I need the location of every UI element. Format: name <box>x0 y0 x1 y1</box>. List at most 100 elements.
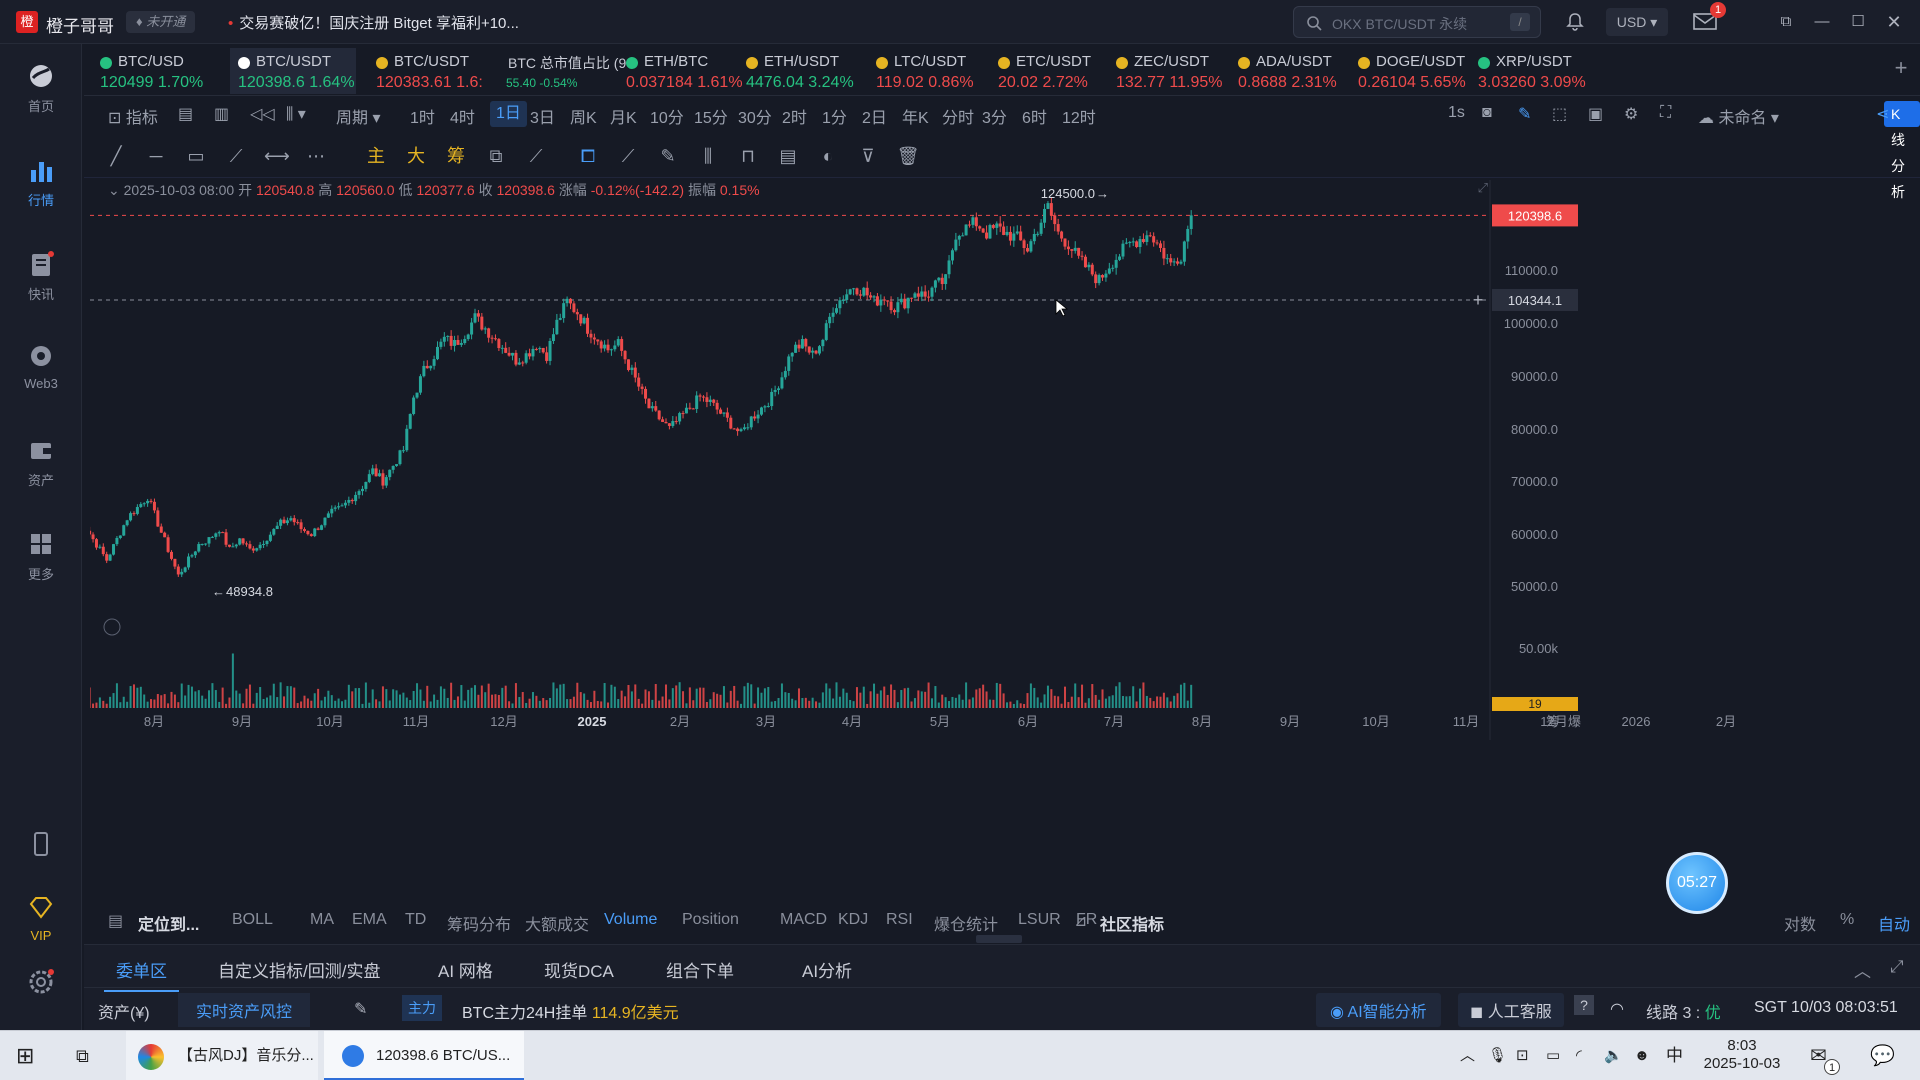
ticker-tab[interactable]: BTC 总市值占比 (9 55.40 -0.54% <box>498 48 626 94</box>
action-center-icon[interactable]: 💬 <box>1870 1045 1895 1067</box>
sidebar-item-news[interactable]: 快讯 <box>0 250 82 303</box>
ray-tool-icon[interactable]: ⟋ <box>229 146 243 166</box>
seconds-button[interactable]: 1s <box>1448 104 1465 121</box>
signal-tool-icon[interactable]: ⟋ <box>529 146 543 166</box>
task-view-icon[interactable]: ⧉ <box>76 1046 89 1066</box>
expand-icon[interactable]: ⛶ <box>1660 104 1672 121</box>
account-status-badge[interactable]: ♦ 未开通 <box>126 11 196 33</box>
period-select[interactable]: 周期 ▾ <box>336 110 381 127</box>
sub-indicator[interactable]: MACD <box>780 911 828 928</box>
lock-tool-icon[interactable]: ⊓ <box>740 146 756 166</box>
sub-indicator[interactable]: LSUR <box>1018 911 1061 928</box>
calendar-icon[interactable]: ▤ <box>178 106 194 123</box>
battery-icon[interactable]: ▭ <box>1546 1047 1561 1064</box>
panel-tab[interactable]: AI分析 <box>802 962 853 981</box>
overlay-indicator[interactable]: 大额成交 <box>525 917 590 934</box>
interval-7[interactable]: 15分 <box>694 110 728 127</box>
interval-14[interactable]: 3分 <box>982 110 1007 127</box>
currency-select[interactable]: USD ▾ <box>1606 8 1668 36</box>
popout-icon[interactable]: ⧉ <box>1780 13 1792 30</box>
indicator-button[interactable]: ⊡ 指标 <box>108 110 158 127</box>
ime-indicator[interactable]: 中 <box>1666 1046 1683 1065</box>
minimize-icon[interactable]: — <box>1814 13 1830 30</box>
interval-10[interactable]: 1分 <box>822 110 847 127</box>
countdown-timer[interactable]: 05:27 <box>1666 852 1728 914</box>
maximize-icon[interactable]: ☐ <box>1851 13 1865 30</box>
customer-service-button[interactable]: ◼ 人工客服 <box>1458 993 1564 1027</box>
layout-icon[interactable]: ▥ <box>214 106 230 123</box>
taskbar-clock[interactable]: 8:03 2025-10-03 <box>1703 1037 1781 1072</box>
interval-15[interactable]: 6时 <box>1022 110 1047 127</box>
ticker-tab[interactable]: LTC/USDT 119.02 0.86% <box>868 48 980 94</box>
measure-tool-icon[interactable]: ⟷ <box>264 146 290 166</box>
kline-analysis-button[interactable]: K线分析 <box>1884 101 1920 200</box>
scale-option[interactable]: 对数 <box>1784 917 1817 934</box>
sub-indicator[interactable]: RSI <box>886 911 913 928</box>
locate-button[interactable]: 定位到... <box>138 917 200 934</box>
sidebar-item-market[interactable]: 行情 <box>0 156 82 209</box>
promo-marquee[interactable]: 交易赛破亿！国庆注册 Bitget 享福利+10... <box>228 12 519 33</box>
panel-tab[interactable]: 现货DCA <box>544 962 614 981</box>
camera-icon[interactable]: ◙ <box>1482 104 1492 121</box>
share-icon[interactable]: ⋖ <box>1876 106 1890 123</box>
ticker-tab[interactable]: ADA/USDT 0.8688 2.31% <box>1230 48 1342 94</box>
wifi-icon[interactable]: ◜ <box>1576 1047 1582 1064</box>
ticker-tab[interactable]: ETC/USDT 20.02 2.72% <box>990 48 1100 94</box>
interval-2[interactable]: 1日 <box>490 101 527 127</box>
pen-icon[interactable]: ✎ <box>1518 106 1532 123</box>
panel-tab[interactable]: 委单区 <box>104 957 179 992</box>
rectangle-tool-icon[interactable]: ▭ <box>187 146 205 166</box>
panel-expand-icon[interactable]: ⤢ <box>1890 957 1904 976</box>
network-adapter-icon[interactable]: ⊡ <box>1516 1047 1529 1064</box>
interval-4[interactable]: 周K <box>570 110 597 127</box>
notification-mute-icon[interactable]: ✉ 1 <box>1810 1031 1840 1080</box>
close-icon[interactable]: ✕ <box>1886 12 1902 32</box>
replay-icon[interactable]: ◁◁ <box>250 106 275 123</box>
ai-analysis-button[interactable]: ◉ AI智能分析 <box>1316 993 1441 1027</box>
bell-icon[interactable] <box>1562 8 1588 36</box>
more-tools-icon[interactable]: ⋯ <box>307 146 325 166</box>
interval-6[interactable]: 10分 <box>650 110 684 127</box>
copy-tool-icon[interactable]: ⧠ <box>580 146 596 166</box>
ticker-tab[interactable]: BTC/USDT 120398.6 1.64% <box>230 48 356 94</box>
chart-settings-icon[interactable]: ⚙ <box>1624 106 1639 123</box>
panel-drag-handle[interactable] <box>976 935 1022 943</box>
sidebar-item-home[interactable]: 首页 <box>0 62 82 115</box>
overlay-indicator[interactable]: 筹码分布 <box>447 917 512 934</box>
main-chart-toggle[interactable]: 主 <box>367 146 385 166</box>
brush-tool-icon[interactable]: ✎ <box>660 146 676 166</box>
mic-icon[interactable]: 🎙 <box>1488 1047 1508 1064</box>
sub-indicator[interactable]: KDJ <box>838 911 869 928</box>
ticker-tab[interactable]: DOGE/USDT 0.26104 5.65% <box>1350 48 1466 94</box>
filter-tool-icon[interactable]: ⊽ <box>861 146 875 166</box>
interval-11[interactable]: 2日 <box>862 110 887 127</box>
sidebar-item-web3[interactable]: Web3 <box>0 342 82 391</box>
community-indicator-icon[interactable]: ⊿ <box>1074 913 1088 930</box>
sub-indicator[interactable]: FR <box>1076 911 1098 928</box>
large-order-toggle[interactable]: 大 <box>407 146 425 166</box>
interval-5[interactable]: 月K <box>610 110 637 127</box>
sidebar-item-settings[interactable] <box>0 968 82 1002</box>
windows-start-icon[interactable]: ⊞ <box>16 1043 35 1068</box>
fullscreen-window-icon[interactable]: ⬚ <box>1552 106 1568 123</box>
community-indicator-button[interactable]: 社区指标 <box>1100 917 1165 934</box>
interval-13[interactable]: 分时 <box>942 110 975 127</box>
overlay-indicator[interactable]: TD <box>405 911 427 928</box>
volume-icon[interactable]: 🔈 <box>1604 1047 1623 1064</box>
help-icon[interactable]: ? <box>1574 995 1594 1015</box>
sidebar-item-vip[interactable]: VIP <box>0 894 82 943</box>
overlay-indicator[interactable]: EMA <box>352 911 387 928</box>
ticker-tab[interactable]: BTC/USD 120499 1.70% <box>92 48 220 94</box>
trendline-tool-icon[interactable]: ╱ <box>110 146 122 166</box>
sidebar-item-assets[interactable]: 资产 <box>0 436 82 489</box>
price-chart[interactable]: ⌄ 2025-10-03 08:00 开 120540.8 高 120560.0… <box>90 180 1920 880</box>
scale-option[interactable]: % <box>1840 911 1855 928</box>
ruler-tool-icon[interactable]: ⟋ <box>621 146 635 166</box>
horizontal-line-tool-icon[interactable]: ─ <box>149 146 163 166</box>
taskbar-app-music[interactable]: 【古风DJ】音乐分... <box>126 1031 318 1080</box>
ticker-tab[interactable]: XRP/USDT 3.03260 3.09% <box>1470 48 1586 94</box>
sub-indicator[interactable]: 爆仓统计 <box>934 917 999 934</box>
user-icon[interactable]: ☻ <box>1634 1047 1650 1064</box>
interval-1[interactable]: 4时 <box>450 110 475 127</box>
search-box[interactable]: OKX BTC/USDT 永续 / <box>1293 6 1541 38</box>
